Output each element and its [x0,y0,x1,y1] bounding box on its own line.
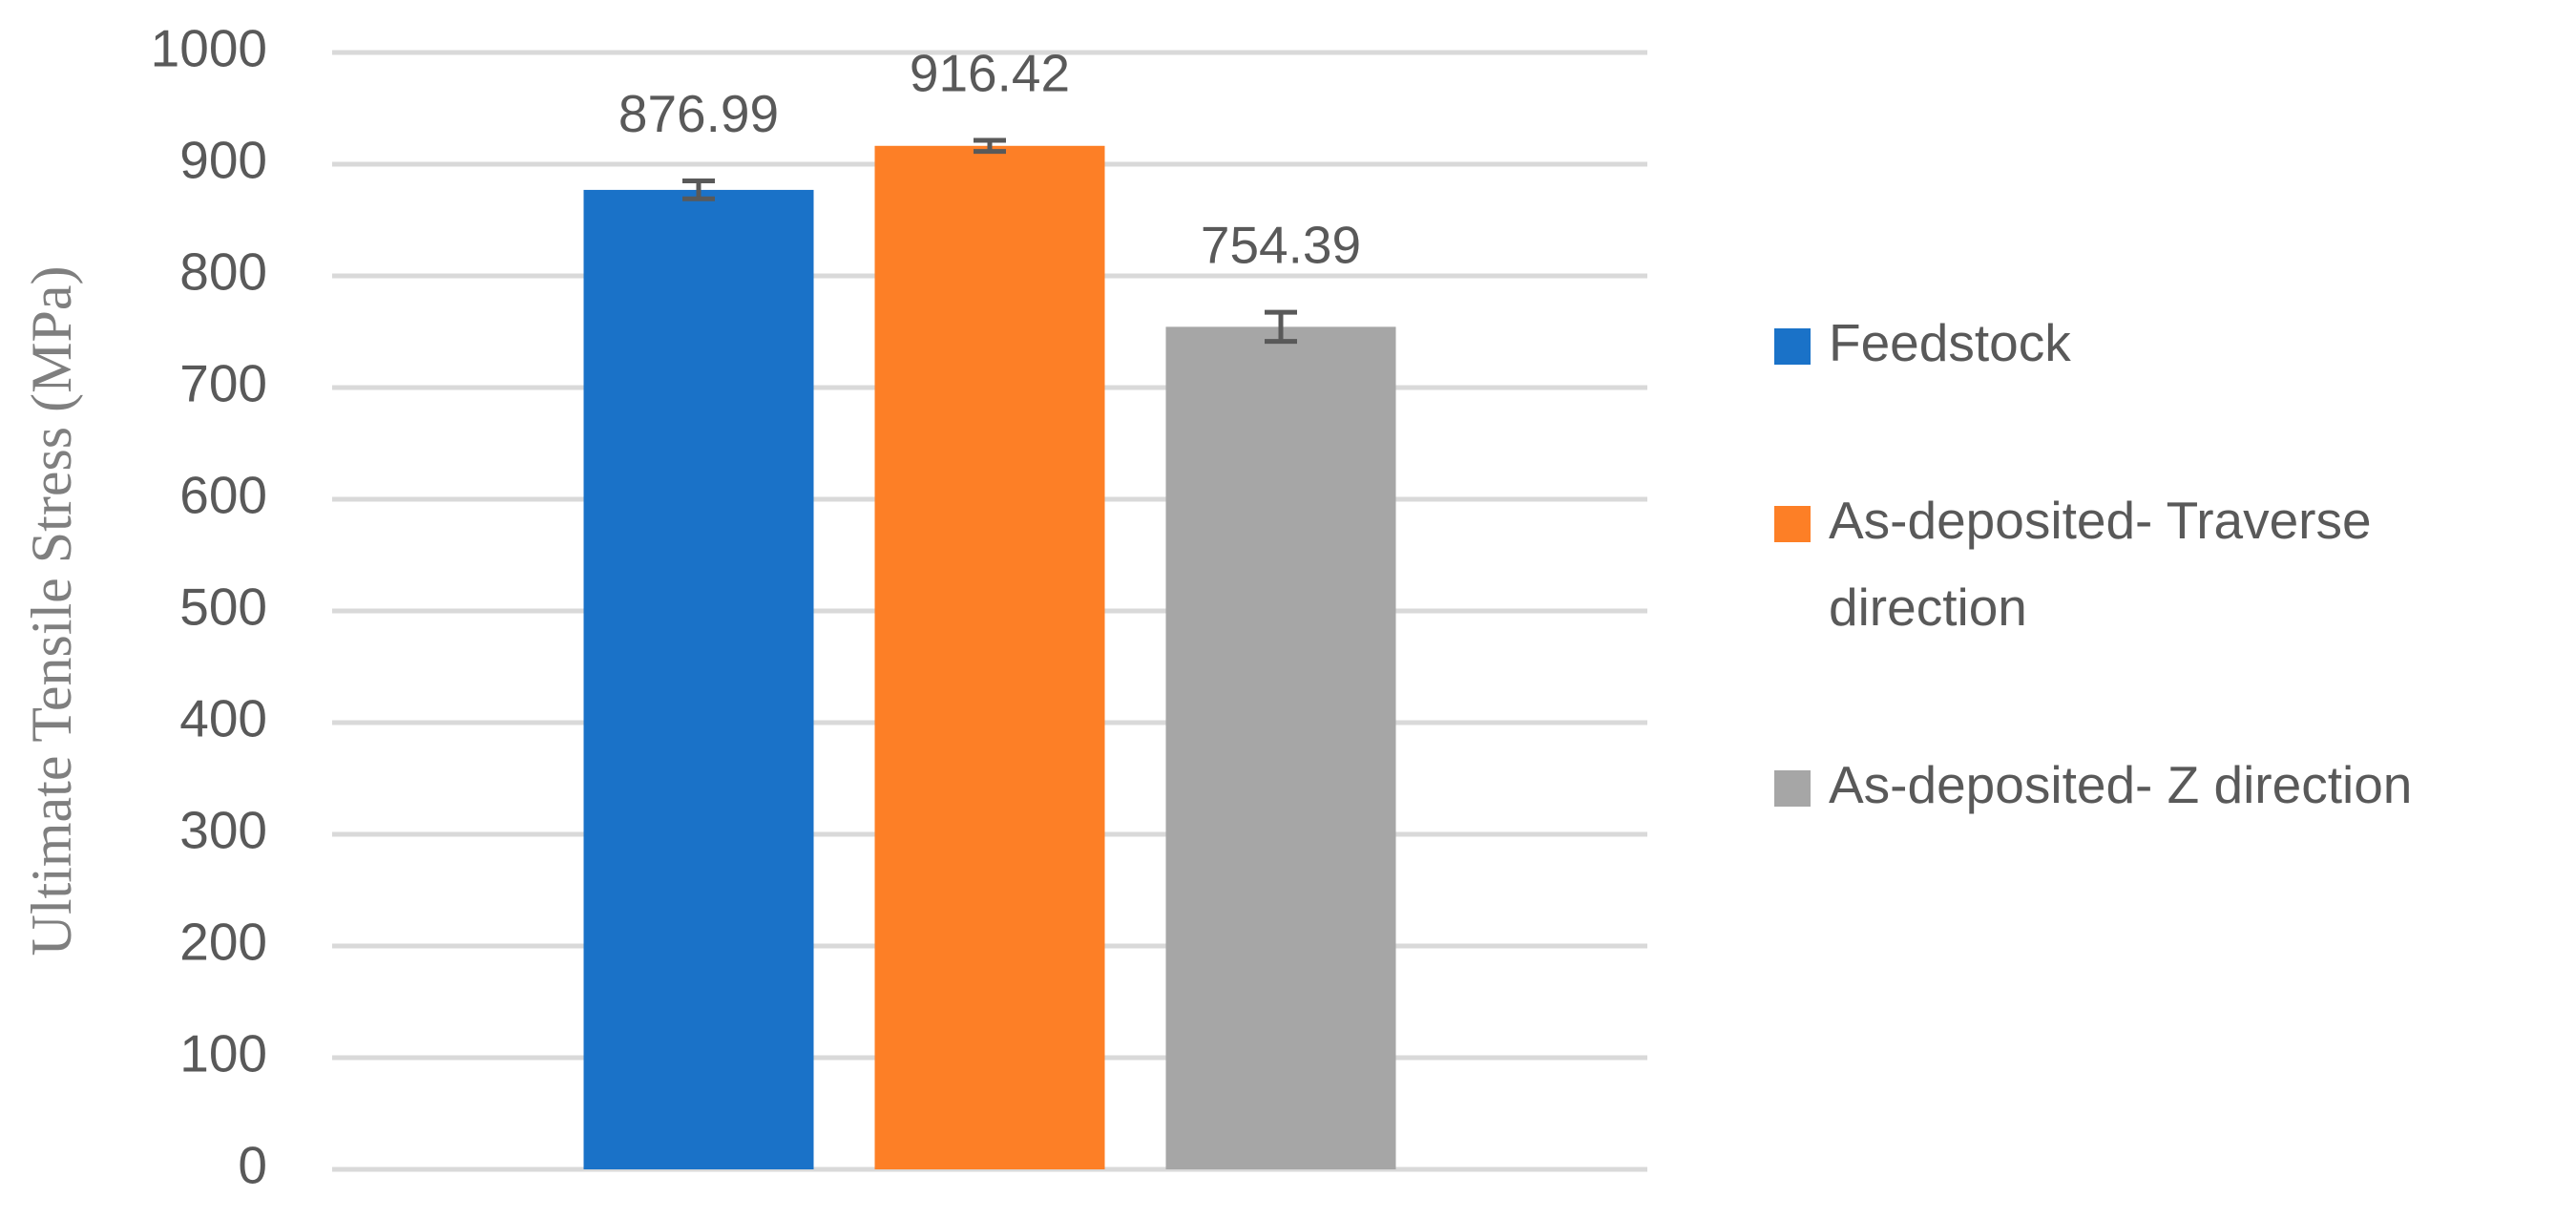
y-tick-label: 300 [179,801,267,860]
y-tick-label: 100 [179,1024,267,1083]
legend-label: As-deposited- Traverse direction [1829,491,2372,637]
error-bar [974,137,1006,155]
legend-swatch [1774,506,1811,542]
data-label: 916.42 [910,43,1070,102]
y-tick-label: 700 [179,354,267,413]
legend-label: Feedstock [1829,313,2071,372]
bar [874,145,1105,1170]
y-tick-label: 600 [179,466,267,525]
y-axis-label: Ultimate Tensile Stress (MPa) [20,266,83,956]
y-tick-label: 0 [238,1136,267,1195]
y-tick-label: 500 [179,578,267,637]
y-tick-label: 1000 [151,19,267,78]
data-label: 754.39 [1201,216,1361,275]
error-bar [682,179,715,201]
legend-label: As-deposited- Z direction [1829,755,2412,814]
bar [1165,326,1396,1169]
y-tick-label: 400 [179,689,267,748]
error-bar [1265,309,1297,345]
y-tick-label: 900 [179,131,267,190]
y-tick-label: 800 [179,242,267,302]
y-tick-label: 200 [179,913,267,972]
legend-swatch [1774,770,1811,807]
data-label: 876.99 [618,84,779,143]
legend-swatch [1774,328,1811,365]
bar [583,189,814,1169]
